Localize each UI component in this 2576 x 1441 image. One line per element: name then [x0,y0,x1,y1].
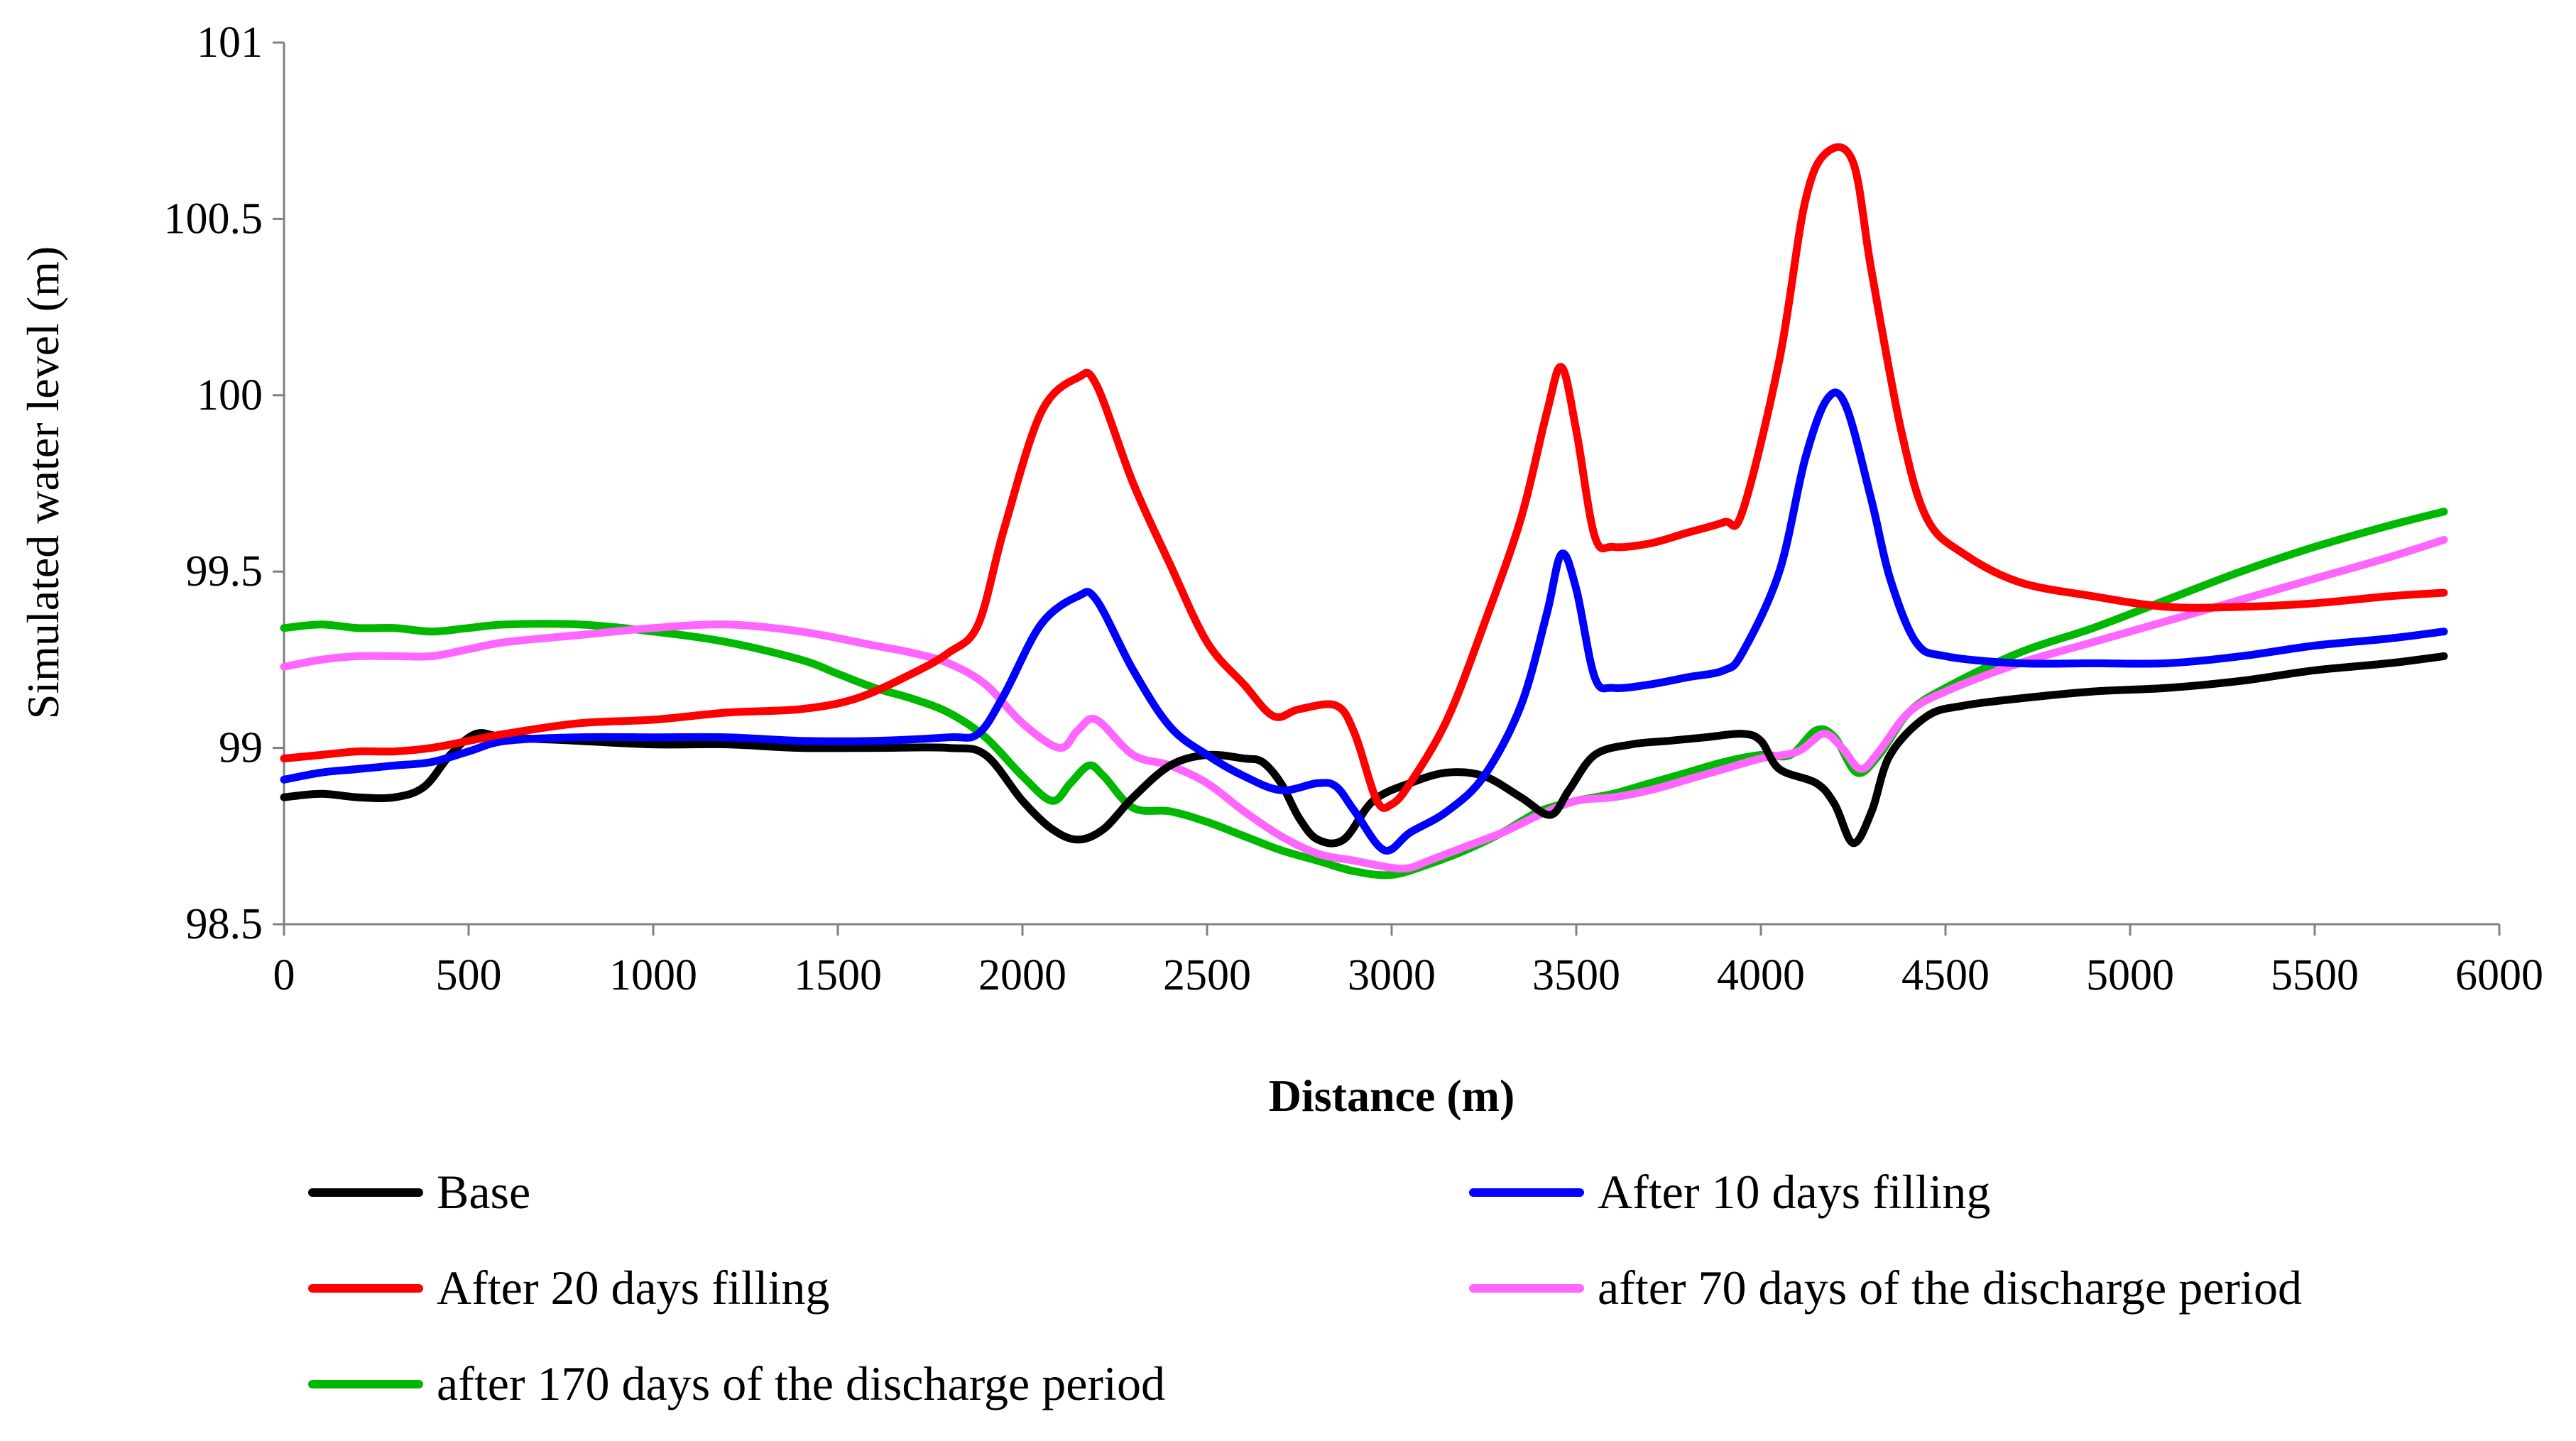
legend-label: After 20 days filling [437,1261,829,1315]
x-tick-label: 1500 [794,951,882,999]
x-tick-label: 6000 [2455,951,2543,999]
x-tick-label: 500 [436,951,502,999]
legend-label: after 70 days of the discharge period [1598,1261,2302,1315]
legend: Base After 10 days filling After 20 days f… [308,1165,2302,1410]
y-tick-label: 99.5 [186,547,263,596]
x-tick-label: 0 [273,951,295,999]
x-tick-label: 5000 [2086,951,2174,999]
y-tick-label: 100.5 [164,194,263,243]
x-tick-label: 4500 [1901,951,1990,999]
y-tick-label: 100 [197,371,263,420]
x-tick-label: 2000 [978,951,1066,999]
x-tick-label: 5500 [2271,951,2359,999]
x-tick-label: 1000 [609,951,697,999]
y-tick-label: 98.5 [186,900,263,948]
series-line-3 [280,536,2448,873]
y-tick-label: 101 [197,18,263,67]
x-tick-label: 4000 [1717,951,1805,999]
series-lines [280,143,2448,880]
x-axis-title: Distance (m) [1269,1070,1515,1121]
y-tick-label: 99 [219,724,263,772]
series-line-2 [280,143,2448,812]
legend-label: Base [437,1165,530,1219]
x-tick-label: 3500 [1532,951,1620,999]
legend-label: After 10 days filling [1598,1165,1990,1219]
x-ticks: 0 500 1000 1500 2000 2500 3000 3500 4000 4500 5000… [273,924,2543,999]
legend-label: after 170 days of the discharge period [437,1357,1165,1410]
series-line-1 [280,388,2448,855]
y-axis-title: Simulated water level (m) [18,246,68,719]
y-ticks: 98.5 99 99.5 100 100.5 101 [164,18,284,948]
x-tick-label: 3000 [1348,951,1436,999]
x-tick-label: 2500 [1163,951,1251,999]
